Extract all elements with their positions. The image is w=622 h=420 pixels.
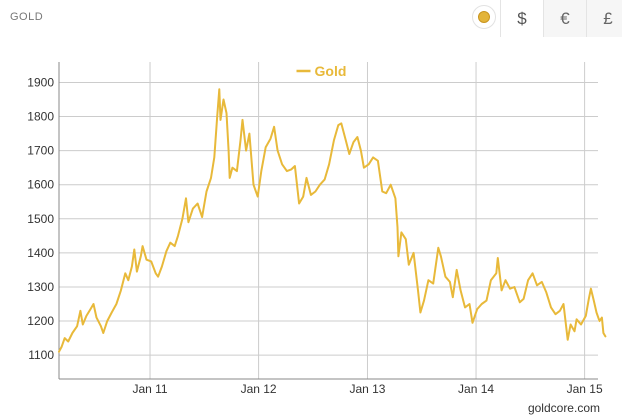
currency-eur-button[interactable]: € (543, 0, 586, 37)
x-axis-tick-labels: Jan 11 Jan 12 Jan 13 Jan 14 Jan 15 (132, 382, 603, 396)
currency-switcher: $ € £ (500, 0, 622, 37)
y-tick-label: 1800 (27, 110, 54, 124)
y-tick-label: 1200 (27, 314, 54, 328)
x-tick-label: Jan 13 (349, 382, 385, 396)
y-gridlines (59, 81, 598, 356)
x-tick-label: Jan 15 (567, 382, 603, 396)
axis-lines (58, 62, 598, 380)
top-bar: GOLD $ € £ (0, 0, 622, 38)
metal-selector-button[interactable] (472, 5, 496, 29)
x-tick-label: Jan 14 (458, 382, 494, 396)
page-title: GOLD (10, 11, 44, 23)
y-tick-label: 1600 (27, 178, 54, 192)
currency-usd-button[interactable]: $ (500, 0, 543, 37)
y-tick-label: 1100 (28, 348, 54, 362)
series-line-gold (58, 88, 607, 353)
x-tick-label: Jan 11 (132, 382, 167, 396)
footer-credit: goldcore.com (527, 401, 600, 415)
y-tick-label: 1500 (27, 212, 54, 226)
x-gridlines (149, 62, 586, 379)
gold-price-chart: 1100 1200 1300 1400 1500 1600 1700 1800 1900 Jan… (27, 62, 607, 396)
gold-coin-icon (478, 11, 490, 23)
chart-legend[interactable]: Gold (296, 63, 347, 79)
legend-label: Gold (315, 63, 347, 79)
y-tick-label: 1900 (27, 75, 54, 89)
y-tick-label: 1300 (27, 280, 54, 294)
series-layer (58, 88, 607, 353)
y-axis-tick-labels: 1100 1200 1300 1400 1500 1600 1700 1800 1900 (27, 75, 54, 362)
y-tick-label: 1700 (27, 144, 54, 158)
y-tick-label: 1400 (27, 246, 54, 260)
currency-gbp-button[interactable]: £ (586, 0, 622, 37)
x-tick-label: Jan 12 (241, 382, 277, 396)
